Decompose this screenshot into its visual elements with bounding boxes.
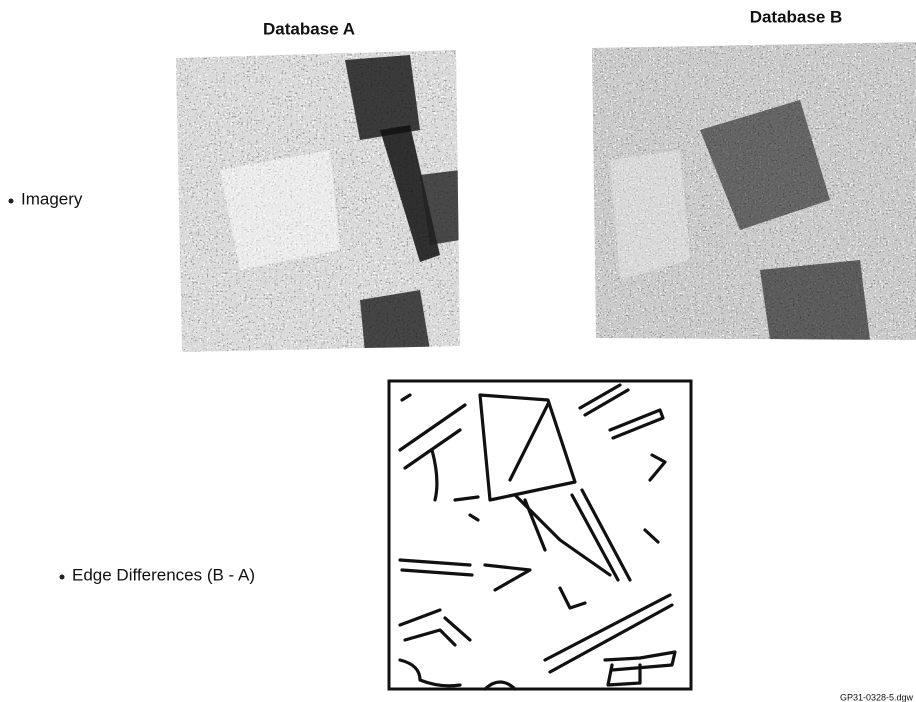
footer: GP31-0328-5.dgw — [840, 692, 914, 702]
row-label: Imagery — [21, 189, 83, 208]
edge-differences — [389, 381, 691, 689]
column-heading: Database B — [750, 7, 843, 26]
slide: Database A Database B Imagery Edge Diffe… — [0, 0, 916, 702]
bullet — [60, 575, 65, 580]
row-label: Edge Differences (B - A) — [72, 565, 255, 584]
bullet — [9, 199, 14, 204]
imagery-a — [170, 45, 465, 355]
imagery-b — [585, 40, 916, 345]
column-heading: Database A — [263, 19, 355, 38]
